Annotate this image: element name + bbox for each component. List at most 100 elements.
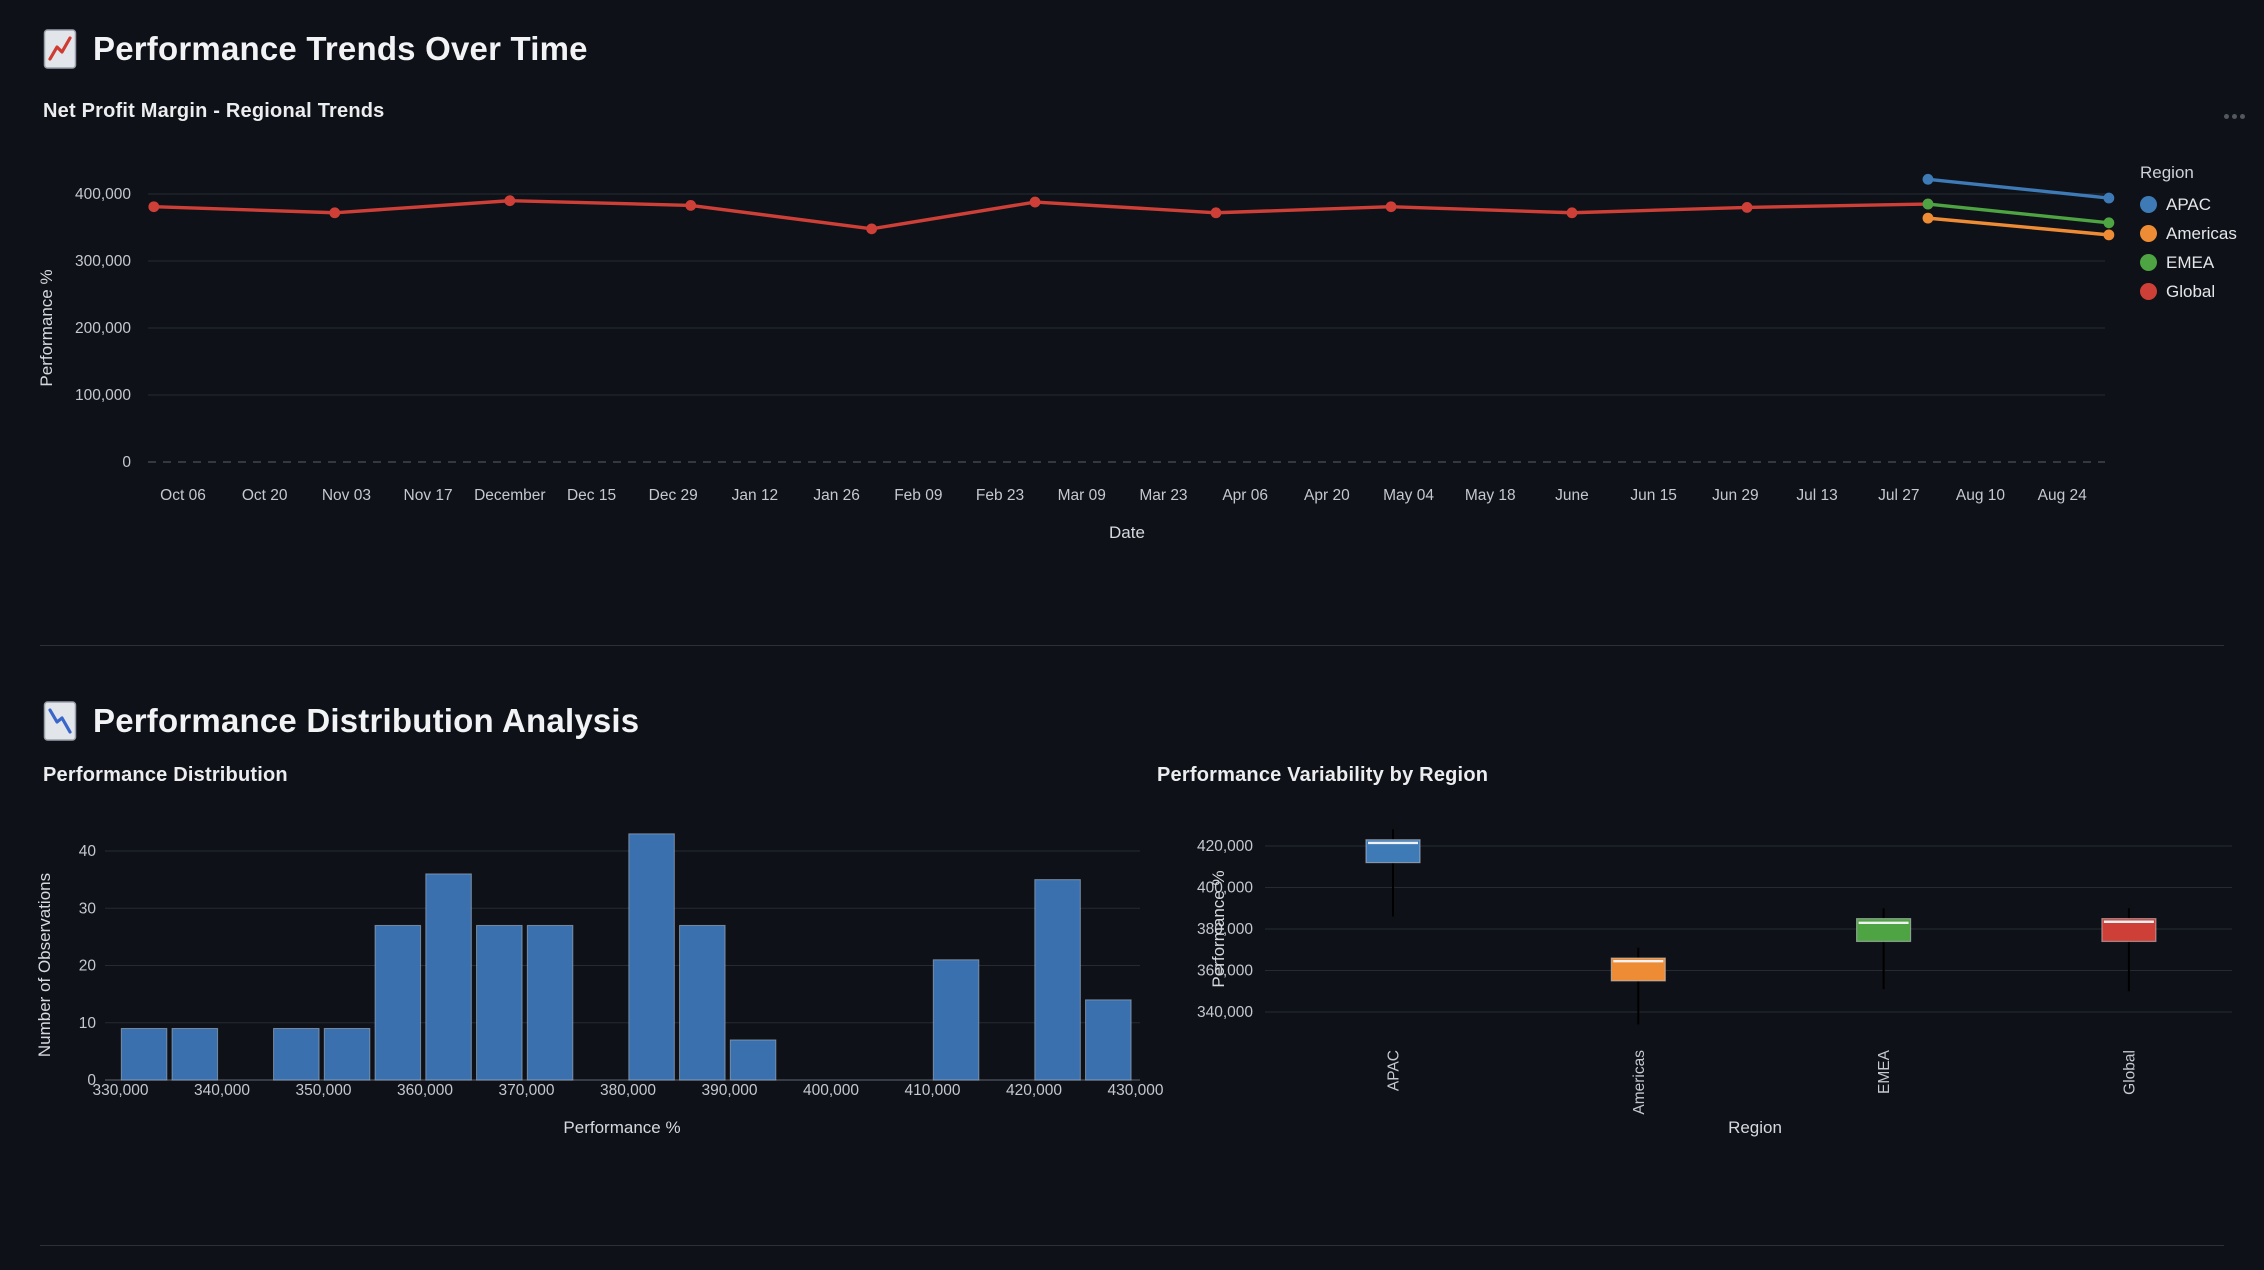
histogram-x-tick-label: 390,000 [701,1082,757,1099]
histogram-title: Performance Distribution [43,764,288,786]
trend-x-tick-label: Feb 09 [894,487,942,504]
histogram-x-tick-label: 360,000 [397,1082,453,1099]
box-emea[interactable] [1855,918,1912,943]
histogram-y-tick-label: 30 [79,900,97,917]
histogram-x-tick-label: 420,000 [1006,1082,1062,1099]
boxplot-category-label-global: Global [2121,1050,2138,1095]
chart-menu-button[interactable] [2220,110,2249,123]
histogram-bar[interactable] [1085,999,1132,1081]
boxplot-category-label-apac: APAC [1386,1050,1403,1091]
trend-x-tick-label: Nov 17 [404,487,453,504]
histogram-bar[interactable] [679,924,726,1081]
legend-swatch [2140,283,2157,300]
histogram-y-axis-title: Number of Observations [35,873,54,1057]
series-point-emea[interactable] [1922,198,1934,210]
trend-x-tick-label: Jan 12 [732,487,779,504]
legend-item-apac[interactable]: APAC [2140,190,2264,219]
histogram-y-tick-label: 20 [79,958,97,975]
series-point-global[interactable] [685,199,697,211]
trend-y-tick-label: 300,000 [75,253,131,270]
series-point-global[interactable] [329,207,341,219]
series-point-global[interactable] [1566,207,1578,219]
section-divider [40,1245,2224,1246]
trend-x-tick-label: Jun 15 [1630,487,1677,504]
legend-item-americas[interactable]: Americas [2140,219,2264,248]
trend-x-tick-label: Aug 10 [1956,487,2006,504]
series-point-global[interactable] [866,223,878,235]
boxplot-y-tick-label: 380,000 [1197,921,1253,938]
histogram-y-tick-label: 10 [79,1015,97,1032]
series-point-global[interactable] [1029,196,1041,208]
section-divider [40,645,2224,646]
boxplot-y-tick-label: 420,000 [1197,838,1253,855]
histogram-bar[interactable] [374,924,422,1081]
trend-chart-title: Net Profit Margin - Regional Trends [43,100,385,122]
series-point-global[interactable] [1210,207,1222,219]
section-distribution-title: Performance Distribution Analysis [93,702,640,739]
trend-x-tick-label: Feb 23 [976,487,1024,504]
trend-y-axis-title: Performance % [37,269,56,386]
histogram-bar[interactable] [1034,879,1081,1081]
legend-label: Americas [2166,223,2237,243]
section-distribution-header: Performance Distribution Analysis [43,698,639,744]
trend-x-tick-label: Mar 23 [1139,487,1187,504]
histogram-x-tick-label: 400,000 [803,1082,859,1099]
trend-x-tick-label: Aug 24 [2038,487,2088,504]
boxplot-chart: 420,000 400,000 380,000 360,000 340,000 APAC A… [1197,829,2232,1137]
trend-x-tick-label: Jul 27 [1878,487,1919,504]
legend-swatch [2140,225,2157,242]
trend-x-tick-label: Jan 26 [813,487,860,504]
histogram-bar[interactable] [476,924,523,1081]
histogram-bar[interactable] [425,873,472,1081]
histogram-bar[interactable] [729,1039,777,1081]
histogram-bar[interactable] [932,959,980,1081]
boxplot-title: Performance Variability by Region [1157,764,1489,786]
ellipsis-dot [2224,114,2229,119]
trend-x-tick-label: Jul 13 [1796,487,1837,504]
series-point-emea[interactable] [2103,217,2115,229]
histogram-bar[interactable] [323,1027,371,1081]
histogram-bar[interactable] [120,1027,168,1081]
series-point-global[interactable] [1741,202,1753,213]
histogram-chart: 0 10 20 30 40 330,000 340,000 350,000 360,000 370… [35,833,1164,1137]
ellipsis-dot [2240,114,2245,119]
box-apac[interactable] [1365,839,1421,864]
series-point-americas[interactable] [1922,212,1934,224]
trend-x-tick-label: May 04 [1383,487,1434,504]
series-point-apac[interactable] [2103,192,2115,204]
histogram-x-tick-label: 370,000 [498,1082,554,1099]
boxplot-y-tick-label: 360,000 [1197,963,1253,980]
histogram-bar[interactable] [628,833,675,1081]
histogram-bar[interactable] [171,1027,219,1081]
series-point-global[interactable] [148,201,160,213]
legend-item-emea[interactable]: EMEA [2140,248,2264,277]
trend-x-tick-label: Apr 20 [1304,487,1350,504]
series-point-apac[interactable] [1922,173,1934,185]
chart-increasing-icon [43,29,77,69]
trend-legend: Region APAC Americas EMEA Global [2140,163,2264,306]
box-global[interactable] [2101,918,2157,943]
boxplot-category-label-emea: EMEA [1876,1049,1893,1094]
legend-label: Global [2166,281,2216,301]
histogram-bar[interactable] [526,924,574,1081]
series-point-global[interactable] [1385,201,1397,213]
trend-x-tick-label: Apr 06 [1222,487,1268,504]
trend-chart: 0 100,000 200,000 300,000 400,000 Oct 06 Oct 2… [37,173,2115,542]
trend-x-tick-label: Oct 06 [160,487,206,504]
trend-x-axis-title: Date [1109,523,1145,542]
legend-swatch [2140,196,2157,213]
histogram-y-tick-label: 40 [79,843,97,860]
trend-x-tick-label: Mar 09 [1058,487,1106,504]
trend-y-tick-label: 400,000 [75,186,131,203]
histogram-bar[interactable] [273,1027,320,1081]
trend-x-tick-label: June [1555,487,1589,504]
series-point-global[interactable] [504,195,516,207]
legend-items: APAC Americas EMEA Global [2140,190,2264,306]
legend-item-global[interactable]: Global [2140,277,2264,306]
box-americas[interactable] [1610,957,1666,982]
boxplot-y-tick-label: 400,000 [1197,880,1253,897]
series-point-americas[interactable] [2103,229,2115,241]
trend-x-tick-label: Dec 29 [649,487,698,504]
